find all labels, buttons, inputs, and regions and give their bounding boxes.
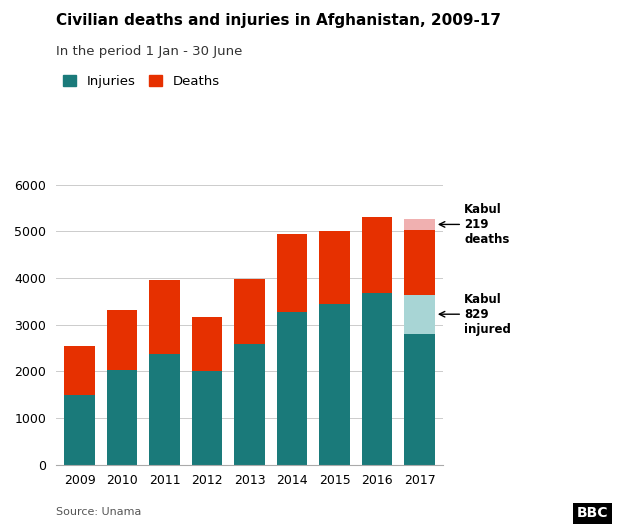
Bar xyxy=(277,234,308,312)
Text: Kabul
219
deaths: Kabul 219 deaths xyxy=(464,203,510,246)
Text: Civilian deaths and injuries in Afghanistan, 2009-17: Civilian deaths and injuries in Afghanis… xyxy=(56,13,501,28)
Bar xyxy=(107,310,137,371)
Bar xyxy=(362,216,392,293)
Bar xyxy=(149,354,180,465)
Bar xyxy=(107,371,137,465)
Bar xyxy=(319,304,350,465)
Text: In the period 1 Jan - 30 June: In the period 1 Jan - 30 June xyxy=(56,45,243,58)
Bar xyxy=(362,293,392,465)
Bar xyxy=(192,317,222,371)
Legend: Injuries, Deaths: Injuries, Deaths xyxy=(63,75,220,88)
Bar xyxy=(277,312,308,465)
Bar xyxy=(404,295,435,334)
Bar xyxy=(64,395,95,465)
Bar xyxy=(192,371,222,465)
Bar xyxy=(404,334,435,465)
Text: Source: Unama: Source: Unama xyxy=(56,507,142,517)
Text: BBC: BBC xyxy=(577,506,608,520)
Bar xyxy=(64,346,95,395)
Bar xyxy=(319,231,350,304)
Bar xyxy=(149,280,180,354)
Bar xyxy=(234,344,265,465)
Bar xyxy=(404,230,435,295)
Text: Kabul
829
injured: Kabul 829 injured xyxy=(464,293,511,336)
Bar xyxy=(234,279,265,344)
Bar xyxy=(404,219,435,230)
